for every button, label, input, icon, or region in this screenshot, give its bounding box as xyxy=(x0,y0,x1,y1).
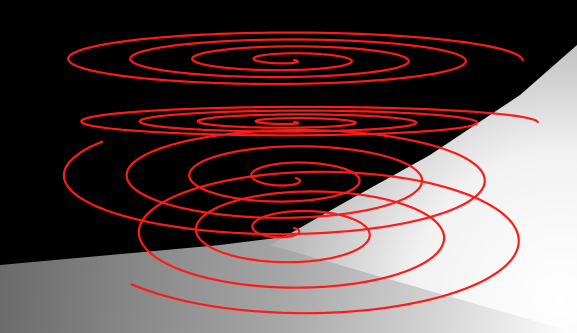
spiral-bottom xyxy=(130,170,520,315)
spiral-curves-group xyxy=(62,31,539,315)
tilted-plane xyxy=(270,45,577,333)
spiral-lower xyxy=(62,128,486,236)
spiral-middle xyxy=(80,105,539,137)
spiral-top xyxy=(66,31,524,86)
